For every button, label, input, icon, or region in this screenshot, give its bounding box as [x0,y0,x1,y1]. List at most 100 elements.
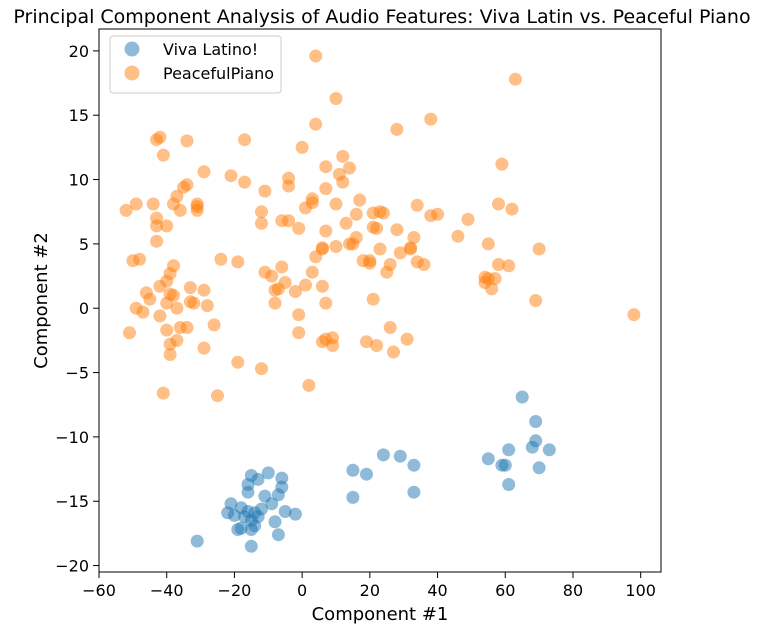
data-point-1-135 [417,258,431,271]
data-point-1-4 [129,197,143,211]
data-point-0-0 [190,534,204,548]
data-point-1-116 [366,292,380,306]
data-point-1-153 [529,294,543,307]
data-point-1-21 [160,323,174,337]
data-point-1-152 [508,72,522,86]
x-tick-label: −40 [150,581,184,600]
data-point-0-22 [268,515,282,529]
data-point-1-98 [329,240,343,253]
x-tick-label: 80 [563,581,583,600]
series-0 [190,390,556,553]
data-point-0-41 [502,478,516,491]
data-point-1-18 [156,148,170,162]
data-point-0-31 [346,463,360,477]
plot-marks [119,49,641,553]
data-point-1-11 [150,211,164,225]
y-tick-label: −20 [55,557,89,576]
data-point-1-9 [146,197,160,211]
data-point-1-128 [393,246,407,260]
x-tick-label: −60 [82,581,116,600]
data-point-0-36 [407,485,421,499]
data-point-1-75 [292,221,306,235]
y-tick-label: −15 [55,492,89,511]
data-point-1-86 [315,279,329,293]
legend-marker-peaceful-piano [124,65,140,81]
data-point-1-59 [255,362,268,376]
data-point-1-32 [170,301,184,315]
data-point-1-5 [133,252,147,266]
data-point-0-47 [542,443,556,457]
data-point-1-37 [180,134,194,148]
data-point-0-25 [275,480,289,494]
data-point-1-48 [200,299,214,313]
data-point-1-70 [282,171,296,185]
data-point-1-27 [167,259,180,273]
data-point-1-64 [268,296,282,310]
data-point-0-20 [261,466,275,480]
data-point-1-76 [295,140,309,154]
data-point-1-54 [231,355,245,369]
y-axis-ticks: −20 −15 −10 −5 0 5 10 15 20 [55,42,99,576]
data-point-1-89 [315,241,329,255]
data-point-1-77 [299,278,312,292]
data-point-1-129 [400,332,414,346]
data-point-0-17 [251,472,265,486]
data-point-1-124 [383,321,397,334]
data-point-1-52 [224,169,238,183]
x-tick-label: 60 [495,581,515,600]
data-point-0-28 [288,507,302,521]
data-point-1-102 [336,175,350,189]
data-point-1-8 [143,292,157,306]
data-point-1-101 [336,149,350,163]
data-point-1-44 [190,200,204,214]
data-point-1-149 [495,157,509,171]
data-point-1-49 [207,318,221,332]
data-point-1-47 [197,341,211,355]
data-point-1-90 [319,296,333,310]
data-point-1-51 [214,252,228,266]
data-point-1-140 [461,212,475,226]
data-point-1-127 [390,223,404,237]
y-tick-label: 0 [79,299,89,318]
y-tick-label: −10 [55,428,89,447]
data-point-1-0 [119,203,133,217]
data-point-0-35 [407,458,421,472]
data-point-1-139 [451,229,465,243]
data-point-1-41 [187,296,201,310]
data-point-1-6 [136,305,150,319]
data-point-1-138 [431,207,445,221]
data-point-1-58 [255,205,268,219]
y-tick-label: −5 [65,364,89,383]
data-point-1-68 [278,276,292,289]
data-point-1-17 [156,386,170,400]
data-point-1-39 [183,281,197,295]
data-point-1-38 [180,321,194,334]
legend-marker-viva-latino [124,41,140,57]
data-point-1-134 [410,198,424,212]
data-point-0-30 [346,490,360,504]
x-tick-label: 20 [360,581,380,600]
x-tick-label: −20 [218,581,252,600]
data-point-0-42 [515,390,529,404]
data-point-1-148 [492,258,505,271]
data-point-1-84 [309,117,323,131]
data-point-1-66 [275,260,289,274]
chart-title: Principal Component Analysis of Audio Fe… [13,6,750,28]
data-point-0-39 [498,458,512,472]
data-point-1-137 [424,112,438,126]
data-point-1-155 [627,308,641,322]
data-point-0-29 [244,539,258,553]
data-point-0-2 [224,497,238,511]
data-point-0-40 [502,443,516,457]
data-point-1-53 [231,255,245,269]
data-point-1-55 [238,175,252,189]
data-point-1-31 [170,333,184,347]
data-point-1-117 [370,221,384,235]
data-point-1-104 [343,161,356,175]
data-point-1-143 [481,237,495,251]
data-point-1-150 [502,259,516,273]
data-point-1-126 [390,122,404,136]
x-axis-label: Component #1 [312,604,449,625]
data-point-1-74 [292,326,306,340]
